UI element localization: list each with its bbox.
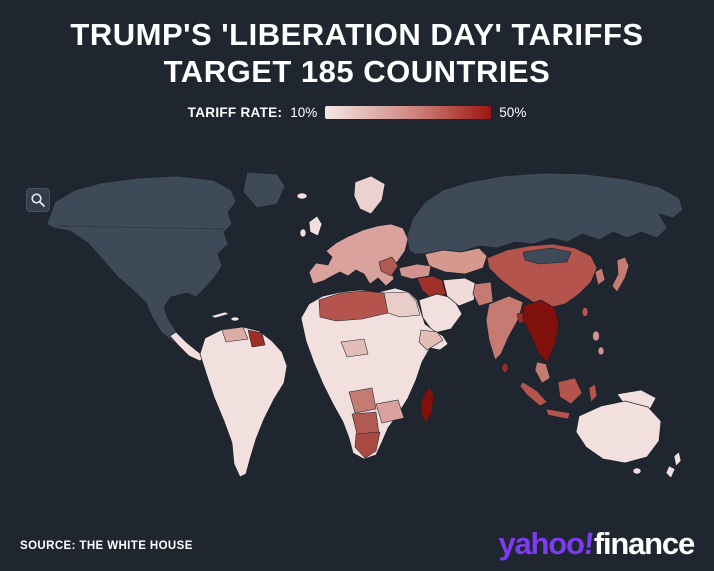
brand-finance: finance: [593, 526, 695, 561]
title-line-1: TRUMP'S 'LIBERATION DAY' TARIFFS: [70, 17, 644, 52]
tariff-legend: TARIFF RATE: 10% 50%: [0, 105, 714, 120]
region-hispaniola[interactable]: [230, 316, 240, 322]
region-ireland[interactable]: [299, 228, 307, 238]
region-philippines-south[interactable]: [597, 346, 605, 356]
region-sri-lanka[interactable]: [501, 363, 509, 373]
legend-min-value: 10%: [290, 105, 318, 121]
region-borneo[interactable]: [557, 377, 583, 405]
us-canada-border: [56, 225, 225, 230]
region-new-zealand-south[interactable]: [665, 465, 676, 479]
region-namibia-botswana[interactable]: [351, 411, 380, 435]
region-india[interactable]: [485, 295, 524, 361]
region-saudi-arabia[interactable]: [418, 293, 463, 334]
source-text: SOURCE: THE WHITE HOUSE: [20, 540, 193, 552]
footer: SOURCE: THE WHITE HOUSE yahoo!finance: [0, 526, 714, 561]
region-horn-of-africa[interactable]: [418, 329, 444, 351]
region-mongolia[interactable]: [522, 247, 572, 265]
region-australia[interactable]: [575, 400, 662, 464]
page-title: TRUMP'S 'LIBERATION DAY' TARIFFS TARGET …: [8, 16, 706, 90]
region-taiwan[interactable]: [581, 307, 589, 317]
region-venezuela[interactable]: [221, 326, 249, 343]
legend-label: TARIFF RATE:: [187, 105, 283, 121]
region-north-america[interactable]: [46, 175, 237, 344]
region-tasmania[interactable]: [632, 467, 642, 475]
region-caribbean[interactable]: [210, 311, 230, 319]
title-line-2: TARGET 185 COUNTRIES: [163, 54, 551, 90]
region-turkey[interactable]: [398, 263, 432, 280]
region-iran[interactable]: [442, 277, 478, 307]
region-nigeria[interactable]: [340, 338, 369, 358]
region-southeast-asia[interactable]: [522, 299, 560, 363]
region-iceland[interactable]: [296, 192, 308, 200]
region-egypt[interactable]: [383, 291, 421, 318]
legend-max-value: 50%: [499, 105, 527, 121]
region-korea[interactable]: [594, 267, 606, 286]
region-china[interactable]: [486, 243, 598, 309]
region-greenland[interactable]: [242, 171, 286, 209]
legend-gradient-bar: [325, 106, 492, 120]
yahoo-finance-logo: yahoo!finance: [498, 526, 695, 561]
region-guyana[interactable]: [247, 329, 266, 348]
region-balkans[interactable]: [378, 256, 399, 277]
region-java[interactable]: [545, 408, 571, 420]
region-europe[interactable]: [308, 223, 409, 287]
region-malay-peninsula[interactable]: [534, 361, 551, 384]
region-africa[interactable]: [300, 287, 449, 460]
region-madagascar[interactable]: [420, 386, 435, 424]
world-choropleth-map[interactable]: [19, 166, 695, 488]
region-russia[interactable]: [406, 172, 684, 255]
region-pakistan[interactable]: [472, 281, 494, 307]
region-new-zealand-north[interactable]: [673, 451, 682, 467]
region-zambia-mozambique[interactable]: [375, 399, 405, 424]
region-sumatra[interactable]: [519, 381, 548, 407]
region-levant-iraq-syria[interactable]: [416, 275, 447, 301]
region-angola[interactable]: [348, 387, 377, 414]
brand-yahoo: yahoo: [498, 526, 585, 561]
region-japan[interactable]: [611, 256, 630, 293]
region-south-america[interactable]: [199, 326, 288, 478]
region-central-america[interactable]: [169, 331, 206, 362]
region-uk[interactable]: [308, 215, 323, 237]
magnifier-icon: [31, 193, 45, 207]
map-canvas[interactable]: [19, 166, 695, 488]
zoom-button[interactable]: [26, 188, 50, 212]
region-south-africa[interactable]: [354, 431, 381, 459]
region-scandinavia[interactable]: [353, 175, 386, 215]
region-central-asia[interactable]: [424, 247, 488, 275]
region-sulawesi[interactable]: [588, 383, 598, 403]
region-philippines-north[interactable]: [592, 330, 600, 342]
